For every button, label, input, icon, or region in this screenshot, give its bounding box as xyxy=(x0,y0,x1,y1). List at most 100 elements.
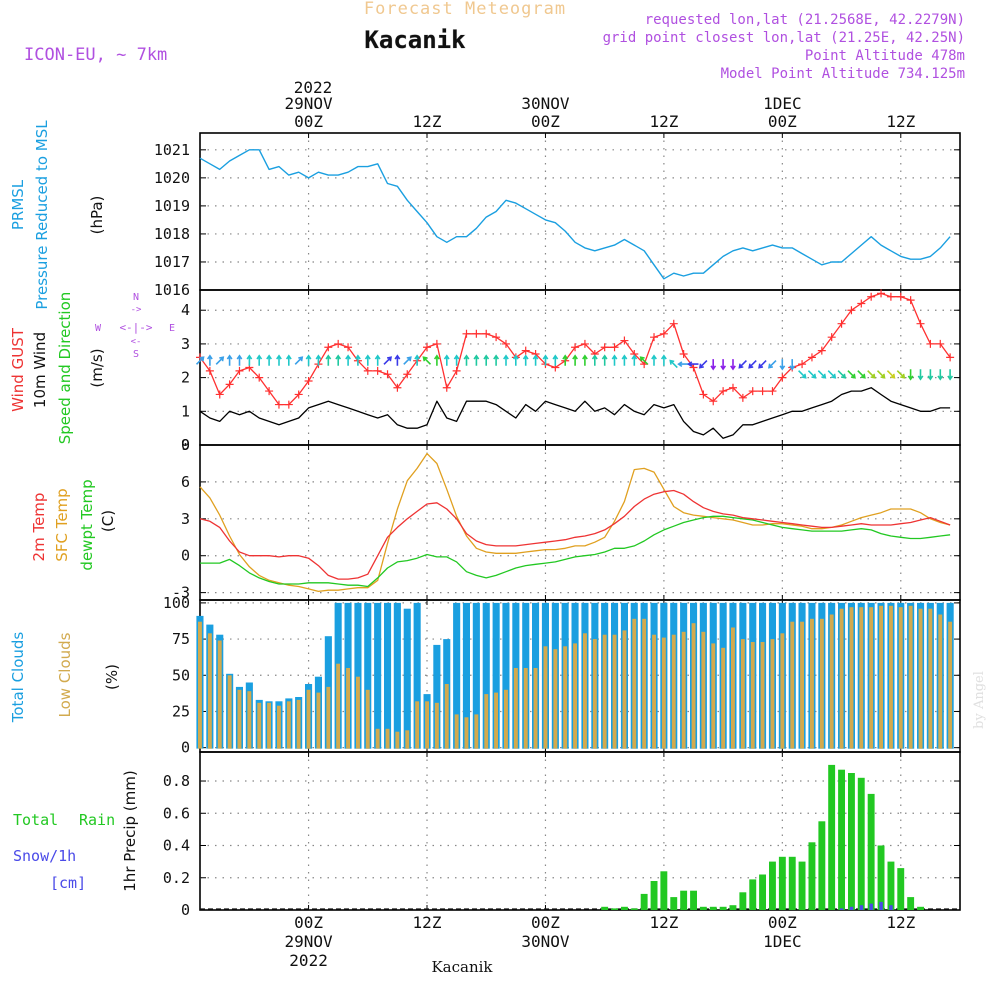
wind-direction-arrow xyxy=(837,370,847,379)
wind-direction-arrow xyxy=(226,354,233,366)
low-cloud-bar xyxy=(533,668,538,749)
rain-bar xyxy=(848,773,855,910)
wind-direction-arrow xyxy=(433,354,440,366)
snow-bar xyxy=(859,905,864,910)
low-cloud-bar xyxy=(513,668,518,749)
wind-direction-arrow xyxy=(817,370,827,379)
wind-direction-arrow xyxy=(779,359,786,371)
temp-unit: (C) xyxy=(99,510,117,532)
wind-direction-arrow xyxy=(276,354,282,366)
rain-bar xyxy=(749,879,757,910)
wind-direction-arrow xyxy=(886,370,896,379)
top-date-label: 30NOV xyxy=(521,94,570,113)
low-cloud-bar xyxy=(306,689,311,749)
low-cloud-bar xyxy=(217,640,222,749)
wind-direction-arrow xyxy=(687,361,699,368)
gust-marker xyxy=(334,339,343,348)
gust-marker xyxy=(758,387,767,396)
panel-frame xyxy=(199,599,961,753)
pressure-unit: (hPa) xyxy=(88,196,106,235)
wind-direction-arrow xyxy=(857,370,866,379)
gust-marker xyxy=(403,370,412,379)
low-cloud-bar xyxy=(810,618,814,749)
gust-marker xyxy=(600,343,609,352)
low-cloud-bar xyxy=(740,639,745,749)
low-cloud-bar xyxy=(819,618,824,749)
low-cloud-bar xyxy=(612,634,617,749)
precip-unit: 1hr Precip (mm) xyxy=(121,770,139,891)
rain-bar xyxy=(670,897,678,910)
rain-bar xyxy=(739,892,747,910)
wind-direction-arrow xyxy=(591,354,598,366)
rain-bar xyxy=(808,842,816,910)
compass-e: E xyxy=(169,323,175,334)
gust-marker xyxy=(472,329,481,338)
total-label: Total xyxy=(13,811,58,829)
wind-direction-arrow xyxy=(266,354,272,366)
gust-marker xyxy=(363,366,372,375)
low-cloud-bar xyxy=(889,605,893,749)
gust-marker xyxy=(255,373,264,382)
rain-bar xyxy=(838,769,845,910)
gust-marker xyxy=(679,350,688,359)
wind-unit: (m/s) xyxy=(88,348,106,387)
total-cloud-bar xyxy=(502,602,510,749)
low-cloud-bar xyxy=(504,689,508,749)
gust-marker xyxy=(432,339,441,348)
wind-direction-arrow xyxy=(463,354,470,366)
low-cloud-bar xyxy=(671,634,676,749)
low-cloud-bar xyxy=(247,691,252,749)
rain-bar xyxy=(897,868,905,910)
bottom-hour-label: 12Z xyxy=(649,913,678,932)
low-cloud-bar xyxy=(543,646,548,749)
wind-direction-arrow xyxy=(798,370,807,379)
clouds-panel: 0 25 50 75 100 xyxy=(163,594,961,757)
low-cloud-bar xyxy=(780,633,785,749)
precip-side-labels: Total Rain Snow/1h [cm] 1hr Precip (mm) xyxy=(13,770,139,892)
low-cloud-bar xyxy=(563,646,568,749)
low-cloud-bar xyxy=(346,668,350,749)
gust-marker xyxy=(580,339,589,348)
low-cloud-bar xyxy=(859,607,864,749)
low-cloud-bar xyxy=(661,637,666,749)
low-cloud-bar xyxy=(721,647,726,749)
temperature-panel: -3 0 3 6 9 xyxy=(172,436,961,602)
low-cloud-bar xyxy=(286,701,291,749)
wind-direction-arrow xyxy=(294,356,304,365)
gust-marker xyxy=(827,333,836,342)
bottom-date-label: 30NOV xyxy=(521,932,570,951)
wind-direction-arrow xyxy=(403,356,412,365)
top-date-label: 29NOV xyxy=(284,94,333,113)
rain-bar xyxy=(798,861,806,910)
low-cloud-bar xyxy=(523,668,528,749)
rain-bar xyxy=(630,908,638,910)
snow-bar xyxy=(849,906,854,910)
wind-direction-arrow xyxy=(522,354,529,366)
low-cloud-bar xyxy=(869,607,874,749)
wind-direction-arrow xyxy=(394,354,401,366)
wind-speed-dir-label: Speed and Direction xyxy=(56,292,74,445)
gust-marker xyxy=(728,383,737,392)
wind-direction-arrow xyxy=(698,360,708,369)
y-tick-label: 0.2 xyxy=(163,869,190,887)
total-cloud-bar xyxy=(374,602,382,749)
wind-direction-arrow xyxy=(246,354,253,366)
grid-coords: grid point closest lon,lat (21.25E, 42.2… xyxy=(603,30,965,46)
wind-direction-arrow xyxy=(215,356,225,365)
y-tick-label: 0 xyxy=(181,436,190,454)
low-cloud-bar xyxy=(277,705,281,749)
low-cloud-bar xyxy=(681,631,686,749)
bottom-hour-label: 00Z xyxy=(768,913,797,932)
rain-bar xyxy=(828,764,836,910)
temperature-side-labels: 2m Temp SFC Temp dewpt Temp (C) xyxy=(30,479,117,570)
rain-bar xyxy=(729,905,737,910)
top-hour-label: 12Z xyxy=(413,112,442,131)
wind-panel: 0 1 2 3 4 xyxy=(181,289,961,454)
low-cloud-bar xyxy=(326,686,331,749)
y-tick-label: 3 xyxy=(181,335,190,353)
low-cloud-bar xyxy=(573,643,577,749)
panel-frame xyxy=(199,444,961,601)
snow-bar xyxy=(839,908,844,910)
sfc-temp-label: SFC Temp xyxy=(53,488,71,561)
gust-marker xyxy=(294,390,303,399)
